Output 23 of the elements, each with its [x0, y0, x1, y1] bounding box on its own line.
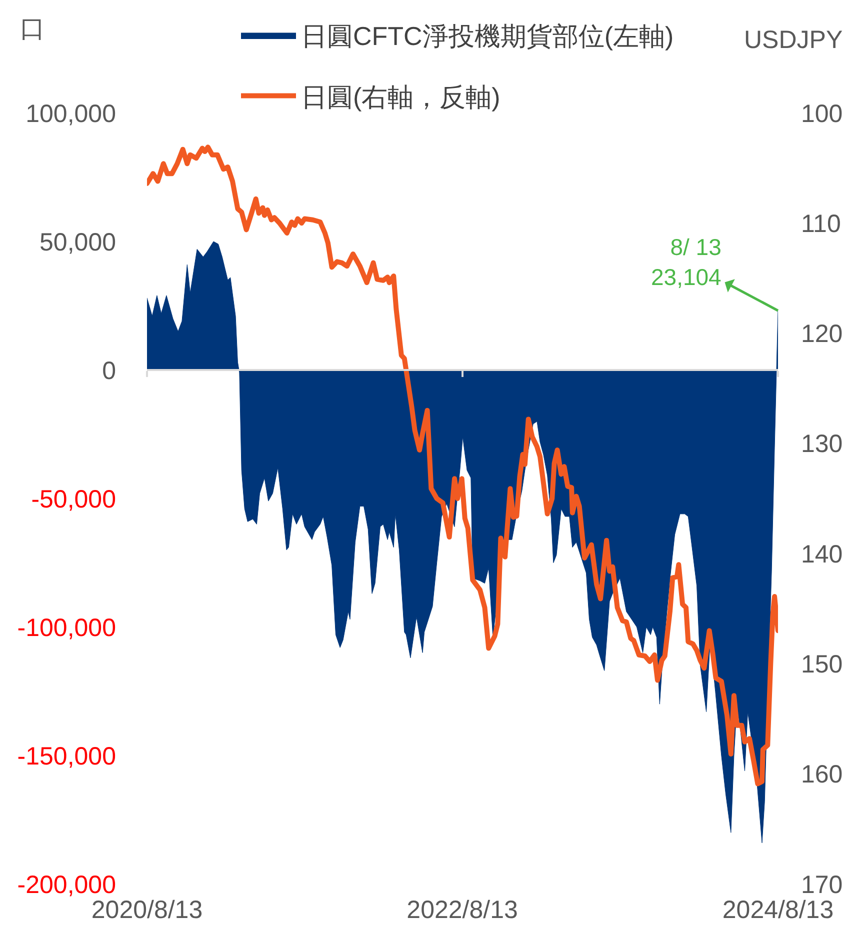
y-tick-label: -150,000 [17, 742, 116, 770]
y2-tick-label: 170 [801, 870, 843, 899]
x-tick-label: 2024/8/13 [722, 896, 834, 924]
y-tick-label: 50,000 [40, 228, 116, 256]
y-tick-label: -50,000 [31, 485, 116, 514]
x-tick-label: 2020/8/13 [91, 896, 203, 924]
y-axis-title: 口 [20, 15, 45, 43]
y2-tick-label: 110 [801, 210, 841, 238]
annotation: 8/ 13 23,104 [651, 234, 722, 290]
legend-label: 日圓(右軸，反軸) [301, 82, 500, 112]
y2-tick-label: 150 [801, 650, 843, 678]
y-tick-label: -100,000 [17, 614, 116, 642]
y-tick-label: 0 [102, 356, 116, 385]
y-tick-label: 100,000 [26, 100, 116, 128]
y2-tick-label: 130 [801, 430, 843, 458]
x-tick-label: 2022/8/13 [406, 896, 518, 924]
y2-axis-title: USDJPY [744, 26, 843, 54]
legend-label: 日圓CFTC淨投機期貨部位(左軸) [301, 21, 674, 52]
y-tick-label: -200,000 [17, 870, 116, 899]
y2-tick-label: 160 [801, 760, 843, 789]
y2-tick-label: 140 [801, 540, 843, 568]
y2-tick-label: 100 [801, 100, 843, 128]
y2-tick-label: 120 [801, 320, 843, 348]
